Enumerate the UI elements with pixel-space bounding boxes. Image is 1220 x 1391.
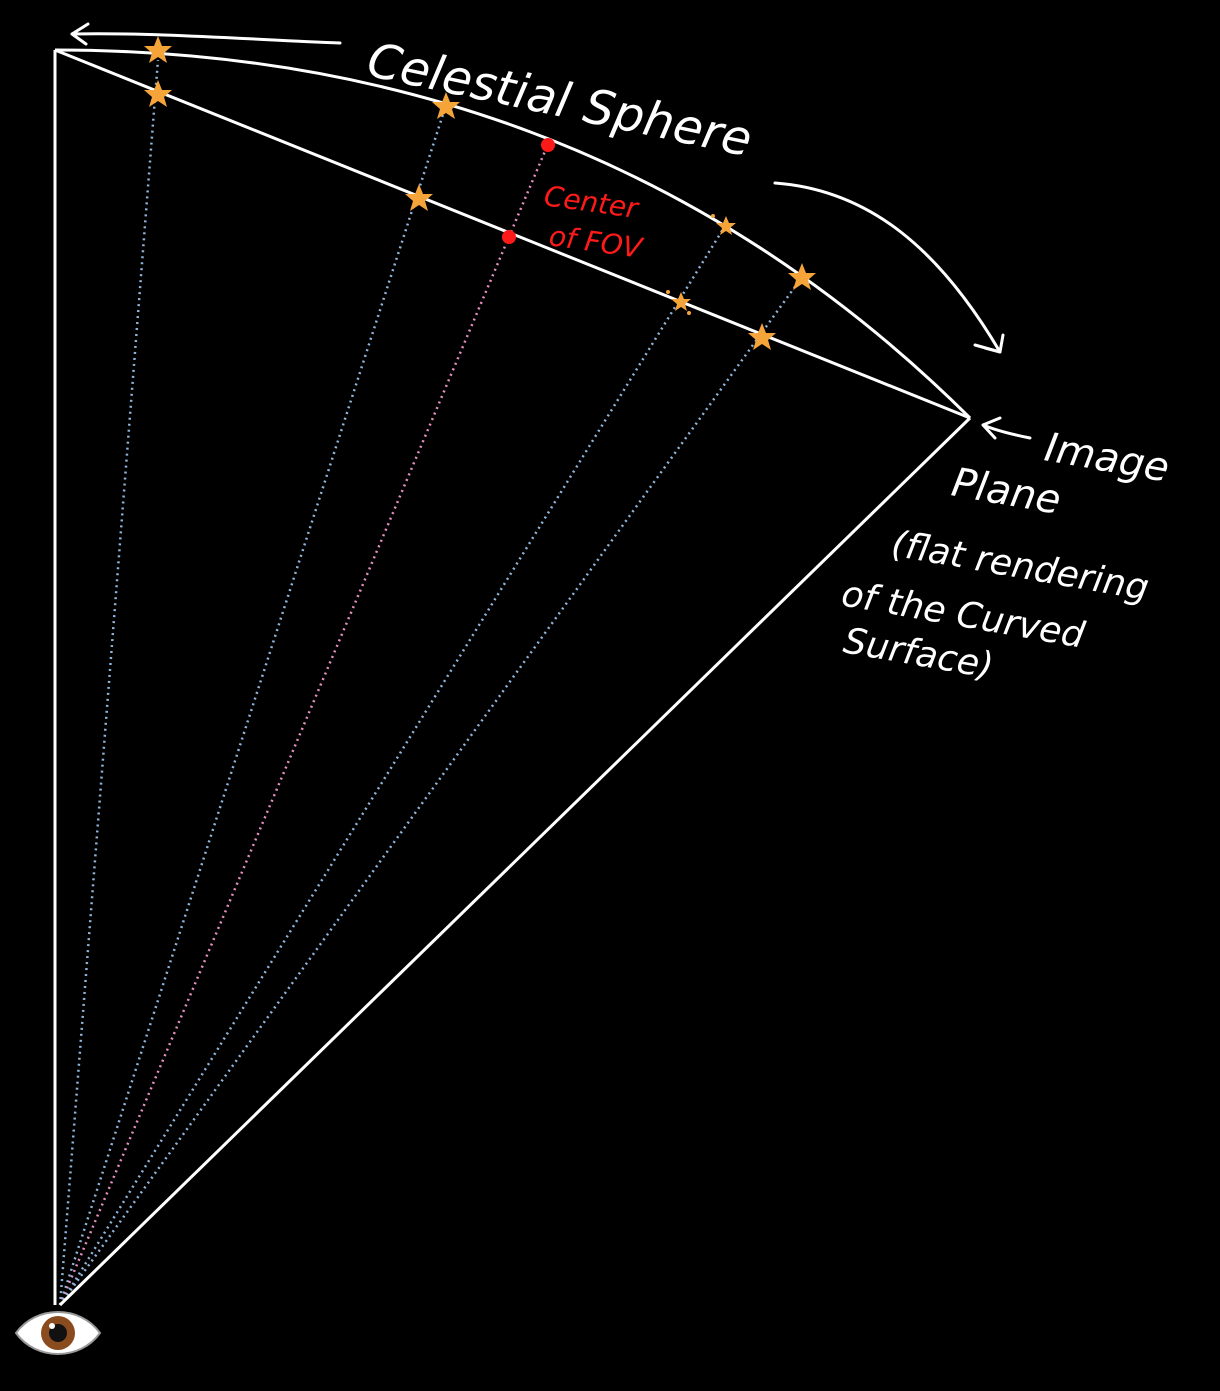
ray-center: [58, 143, 550, 1306]
sparkle-dot: [711, 214, 715, 218]
center-fov-label-1: Center: [542, 179, 641, 225]
center-point-sphere: [541, 138, 555, 152]
fov-right-edge: [58, 416, 972, 1307]
arrow-image-plane: [981, 416, 1032, 440]
sparkle-dot: [687, 311, 691, 315]
star-icon: [405, 184, 433, 211]
celestial-sphere-label: Celestial Sphere: [363, 32, 757, 168]
eye-glint: [49, 1323, 55, 1329]
star-icon: [748, 323, 776, 350]
arrow-curved-celestial: [773, 181, 1005, 354]
plane-stars: [144, 80, 776, 350]
sparkle-dot: [666, 290, 670, 294]
rays: [58, 59, 804, 1306]
star-icon: [144, 36, 172, 63]
sphere-stars: [144, 36, 816, 290]
arrow-left-celestial: [70, 22, 342, 46]
ray-1: [58, 59, 160, 1306]
fov-bounds: [53, 50, 972, 1307]
center-fov-label-2: of FOV: [547, 219, 646, 265]
center-point-plane: [502, 230, 516, 244]
sparkle-star-icon: [671, 292, 691, 311]
ray-2: [58, 104, 448, 1306]
eye-icon: [14, 1311, 102, 1355]
ray-4: [58, 276, 804, 1306]
celestial-sphere-arc: [54, 48, 972, 420]
arrows: [70, 22, 1032, 440]
sparkle-stars: [666, 214, 736, 315]
ray-3: [58, 225, 727, 1306]
star-icon: [788, 263, 816, 290]
sparkle-star-icon: [716, 216, 736, 235]
center-points: [502, 138, 555, 244]
star-icon: [432, 92, 460, 119]
star-icon: [144, 80, 172, 107]
